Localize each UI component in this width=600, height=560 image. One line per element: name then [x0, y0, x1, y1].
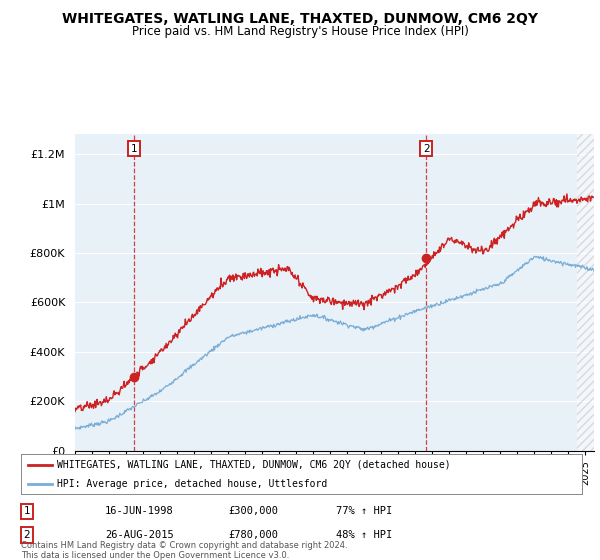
Text: 1: 1 — [23, 506, 31, 516]
Text: £780,000: £780,000 — [228, 530, 278, 540]
Text: 2: 2 — [423, 143, 430, 153]
Text: WHITEGATES, WATLING LANE, THAXTED, DUNMOW, CM6 2QY: WHITEGATES, WATLING LANE, THAXTED, DUNMO… — [62, 12, 538, 26]
Text: Price paid vs. HM Land Registry's House Price Index (HPI): Price paid vs. HM Land Registry's House … — [131, 25, 469, 38]
Text: 48% ↑ HPI: 48% ↑ HPI — [336, 530, 392, 540]
Text: Contains HM Land Registry data © Crown copyright and database right 2024.
This d: Contains HM Land Registry data © Crown c… — [21, 540, 347, 560]
Text: 26-AUG-2015: 26-AUG-2015 — [105, 530, 174, 540]
Text: 16-JUN-1998: 16-JUN-1998 — [105, 506, 174, 516]
Text: 77% ↑ HPI: 77% ↑ HPI — [336, 506, 392, 516]
Text: 1: 1 — [131, 143, 137, 153]
Text: HPI: Average price, detached house, Uttlesford: HPI: Average price, detached house, Uttl… — [58, 479, 328, 489]
Text: WHITEGATES, WATLING LANE, THAXTED, DUNMOW, CM6 2QY (detached house): WHITEGATES, WATLING LANE, THAXTED, DUNMO… — [58, 460, 451, 470]
Polygon shape — [577, 134, 594, 451]
Text: 2: 2 — [23, 530, 31, 540]
Text: £300,000: £300,000 — [228, 506, 278, 516]
